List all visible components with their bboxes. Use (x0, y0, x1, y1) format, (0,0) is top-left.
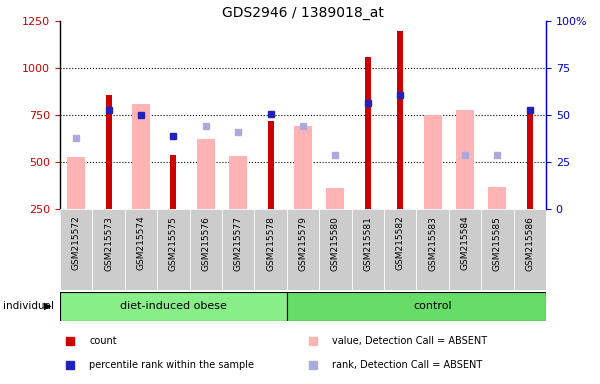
Bar (229, 156, 247, 209)
Text: diet-induced obese: diet-induced obese (120, 301, 227, 311)
FancyBboxPatch shape (222, 209, 254, 290)
Bar (106, 94, 112, 209)
FancyBboxPatch shape (449, 209, 481, 290)
FancyBboxPatch shape (352, 209, 384, 290)
Text: GSM215586: GSM215586 (526, 216, 534, 271)
Text: GSM215584: GSM215584 (461, 216, 469, 270)
Bar (268, 121, 274, 209)
FancyBboxPatch shape (416, 209, 449, 290)
Text: individual: individual (3, 301, 54, 311)
FancyBboxPatch shape (157, 209, 190, 290)
Text: GSM215577: GSM215577 (234, 216, 242, 271)
Text: count: count (89, 336, 117, 346)
Bar (170, 155, 176, 209)
Text: percentile rank within the sample: percentile rank within the sample (89, 360, 254, 370)
Text: GSM215581: GSM215581 (363, 216, 372, 271)
Text: value, Detection Call = ABSENT: value, Detection Call = ABSENT (332, 336, 487, 346)
Text: rank, Detection Call = ABSENT: rank, Detection Call = ABSENT (332, 360, 482, 370)
FancyBboxPatch shape (514, 209, 546, 290)
FancyBboxPatch shape (481, 209, 514, 290)
FancyBboxPatch shape (60, 209, 92, 290)
FancyBboxPatch shape (287, 292, 546, 321)
FancyBboxPatch shape (60, 292, 287, 321)
Title: GDS2946 / 1389018_at: GDS2946 / 1389018_at (222, 6, 384, 20)
Bar (488, 187, 506, 209)
FancyBboxPatch shape (92, 209, 125, 290)
Bar (527, 108, 533, 209)
Text: ▶: ▶ (44, 301, 52, 311)
Text: GSM215583: GSM215583 (428, 216, 437, 271)
FancyBboxPatch shape (384, 209, 416, 290)
Text: GSM215580: GSM215580 (331, 216, 340, 271)
Bar (456, 109, 474, 209)
Text: control: control (413, 301, 452, 311)
Bar (132, 104, 150, 209)
Text: GSM215572: GSM215572 (72, 216, 80, 270)
FancyBboxPatch shape (190, 209, 222, 290)
FancyBboxPatch shape (125, 209, 157, 290)
Bar (294, 126, 312, 209)
Text: GSM215574: GSM215574 (137, 216, 146, 270)
Bar (397, 31, 403, 209)
FancyBboxPatch shape (319, 209, 352, 290)
Bar (424, 115, 442, 209)
Text: GSM215582: GSM215582 (396, 216, 404, 270)
Text: GSM215579: GSM215579 (299, 216, 308, 271)
Bar (67, 157, 85, 209)
Text: GSM215573: GSM215573 (104, 216, 113, 271)
Bar (197, 139, 215, 209)
Text: GSM215576: GSM215576 (202, 216, 211, 271)
Bar (326, 188, 344, 209)
Bar (365, 57, 371, 209)
FancyBboxPatch shape (287, 209, 319, 290)
Text: GSM215585: GSM215585 (493, 216, 502, 271)
FancyBboxPatch shape (254, 209, 287, 290)
Text: GSM215578: GSM215578 (266, 216, 275, 271)
Text: GSM215575: GSM215575 (169, 216, 178, 271)
